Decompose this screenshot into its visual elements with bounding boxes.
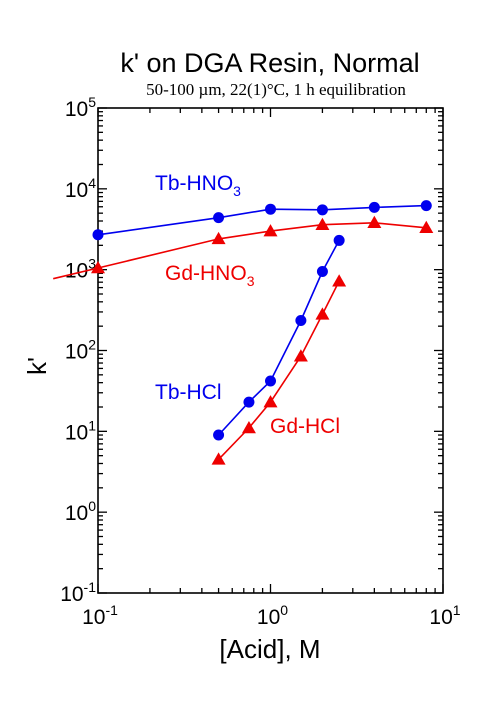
data-point: [243, 396, 255, 408]
y-tick-label: 10-1: [60, 579, 96, 606]
data-point: [211, 452, 226, 465]
series-label: Gd-HNO3: [165, 262, 255, 289]
data-point: [315, 307, 330, 320]
data-point: [213, 212, 225, 224]
data-point: [241, 420, 256, 434]
data-point: [263, 224, 278, 237]
data-point: [295, 315, 307, 327]
data-point: [332, 274, 347, 287]
y-tick-labels: 10-1 100 101 102 103 104 105: [60, 94, 96, 606]
data-point: [420, 200, 432, 212]
data-point: [213, 429, 225, 441]
y-tick-label: 100: [65, 498, 96, 525]
data-point: [265, 203, 276, 215]
data-point: [211, 231, 226, 245]
data-point: [293, 349, 308, 362]
x-tick-label: 101: [429, 602, 460, 629]
y-tick-label: 102: [65, 337, 96, 364]
y-tick-label: 104: [65, 175, 96, 202]
series-label: Gd-HCl: [270, 415, 340, 438]
data-point: [265, 375, 276, 387]
data-point: [92, 229, 104, 241]
y-tick-label: 105: [65, 94, 96, 121]
data-point: [91, 260, 105, 274]
chart-title: k' on DGA Resin, Normal: [120, 48, 419, 78]
data-point: [368, 201, 380, 213]
series-label: Tb-HCl: [155, 381, 222, 404]
data-point: [315, 217, 330, 230]
chart-subtitle: 50-100 µm, 22(1)°C, 1 h equilibration: [146, 80, 406, 99]
series-label: Tb-HNO3: [155, 172, 241, 199]
data-point: [419, 220, 434, 234]
axis-ticks: [97, 107, 444, 594]
data-point: [367, 215, 382, 229]
data-point: [333, 234, 345, 246]
y-tick-label: 101: [65, 417, 96, 444]
x-tick-labels: 10-1 100 101: [82, 602, 461, 629]
x-tick-label: 10-1: [82, 602, 118, 629]
y-tick-label: 103: [65, 256, 96, 283]
x-axis-label: [Acid], M: [219, 634, 320, 664]
plot-frame: [97, 107, 444, 594]
series-layer: Tb-HNO3 Gd-HNO3 Tb-HCl Gd-HCl: [53, 172, 434, 465]
series-line: [97, 204, 427, 236]
data-point: [263, 395, 278, 408]
series-line: [218, 240, 340, 436]
data-point: [316, 204, 328, 216]
y-axis-label: k': [22, 357, 52, 375]
data-point: [316, 265, 328, 277]
x-tick-label: 100: [257, 602, 288, 629]
